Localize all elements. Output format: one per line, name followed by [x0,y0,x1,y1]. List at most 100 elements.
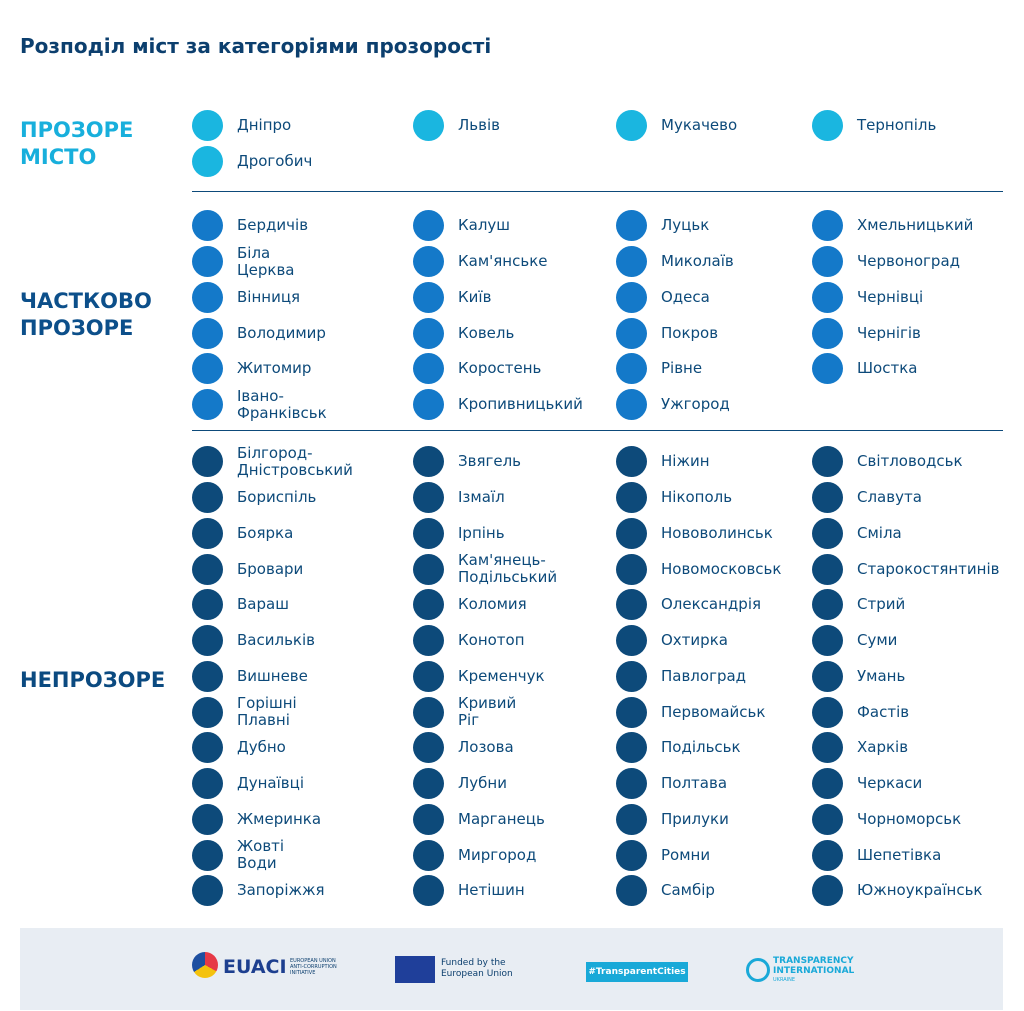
city-item: Фастів [812,694,909,730]
city-name: Черкаси [857,774,923,793]
city-name: Покров [661,323,719,342]
separator [192,191,1003,192]
city-column: Хмельницький Червоноград Чернівці Чернігів Ш… [812,208,973,387]
city-item: Жмеринка [192,802,321,838]
city-name: Нікополь [661,488,733,507]
city-dot [812,768,843,800]
city-name: Охтирка [661,631,728,650]
city-dot [812,517,843,549]
city-dot [616,553,647,585]
city-dot [616,353,647,385]
city-item: Харків [812,730,908,766]
city-name: Подільськ [661,738,741,757]
city-name: Харків [857,738,909,757]
city-dot [413,317,444,349]
city-name: Боярка [237,523,294,542]
city-dot [192,317,223,349]
city-item: Ужгород [616,387,730,423]
city-item: Шостка [812,351,917,387]
section-label: ЧАСТКОВО ПРОЗОРЕ [20,288,152,342]
city-name: Лозова [458,738,514,757]
city-item: Хмельницький [812,208,973,244]
city-item: Вишневе [192,659,308,695]
city-dot [192,246,223,278]
eu-flag [395,956,435,983]
city-column: Львів [413,108,500,144]
city-name: Мукачево [661,116,738,135]
city-dot [616,482,647,514]
city-name: Славута [857,488,922,507]
city-item: Сміла [812,516,902,552]
city-dot [616,389,647,421]
city-dot [812,803,843,835]
city-name: Звягель [458,452,522,471]
city-name: Суми [857,631,898,650]
city-name: Шостка [857,359,918,378]
city-name: Кам'янське [458,252,548,271]
city-dot [192,281,223,313]
city-item: Ковель [413,315,514,351]
city-name: Київ [458,287,492,306]
city-name: Житомир [237,359,312,378]
city-item: Чорноморськ [812,802,961,838]
city-item: Марганець [413,802,545,838]
city-name: Львів [458,116,500,135]
city-dot [812,839,843,871]
city-dot [413,839,444,871]
city-dot [812,210,843,242]
city-name: Новомосковськ [661,559,782,578]
city-name: Дунаївці [237,774,304,793]
city-dot [616,517,647,549]
city-item: Кременчук [413,659,545,695]
city-name: Шепетівка [857,845,942,864]
city-name: Жовті Води [237,837,285,873]
city-name: Володимир [237,323,326,342]
city-dot [413,732,444,764]
city-name: Кам'янець-Подільський [458,551,558,587]
city-dot [413,660,444,692]
city-dot [413,517,444,549]
city-item: Коломия [413,587,527,623]
city-column: Мукачево [616,108,737,144]
city-dot [616,317,647,349]
label-line: НЕПРОЗОРЕ [20,667,166,692]
city-dot [413,210,444,242]
city-dot [616,875,647,907]
city-name: Сміла [857,523,902,542]
city-item: Нововолинськ [616,516,773,552]
label-line: ЧАСТКОВО [20,289,152,314]
city-item: Луцьк [616,208,709,244]
city-dot [812,281,843,313]
city-item: Горішні Плавні [192,694,297,730]
city-item: Умань [812,659,905,695]
city-dot [413,110,444,142]
section-label: ПРОЗОРЕ МІСТО [20,117,133,171]
city-item: Миколаїв [616,244,734,280]
city-item: Васильків [192,623,315,659]
city-item: Звягель [413,444,521,480]
city-name: Біла Церква [237,243,295,279]
city-dot [812,317,843,349]
city-item: Рівне [616,351,702,387]
city-item: Вінниця [192,280,300,316]
city-item: Біла Церква [192,244,295,280]
city-dot [192,732,223,764]
city-name: Коломия [458,595,527,614]
city-name: Світловодськ [857,452,963,471]
city-name: Чернігів [857,323,921,342]
city-item: Кропивницький [413,387,583,423]
city-name: Тернопіль [857,116,937,135]
city-dot [192,589,223,621]
city-dot [413,446,444,478]
city-dot [812,589,843,621]
city-dot [192,110,223,142]
transparent-cities-logo: #TransparentCities [586,962,688,982]
city-dot [616,210,647,242]
city-name: Івано-Франківськ [237,386,327,422]
city-dot [812,660,843,692]
city-dot [616,803,647,835]
city-dot [616,246,647,278]
section: ЧАСТКОВО ПРОЗОРЕ Бердичів Біла Церква Вінниц… [20,208,1004,423]
city-name: Бориспіль [237,488,317,507]
